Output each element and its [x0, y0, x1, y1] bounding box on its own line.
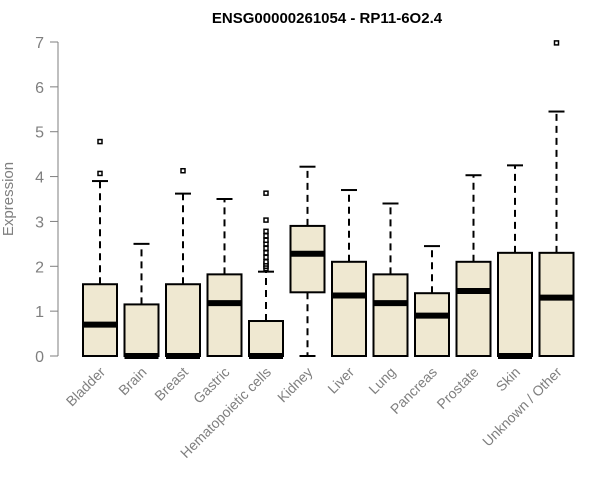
y-tick-label: 4	[35, 170, 44, 187]
box-group	[248, 190, 284, 359]
outlier-point	[263, 245, 269, 252]
box-iqr	[206, 273, 243, 357]
box-iqr	[289, 224, 326, 294]
chart-title: ENSG00000261054 - RP11-6O2.4	[212, 10, 443, 27]
category-label: Skin	[493, 364, 524, 395]
category-label: Lung	[365, 364, 398, 397]
box-iqr	[372, 273, 409, 357]
category-label: Unknown / Other	[479, 364, 565, 450]
y-tick-label: 0	[35, 349, 44, 366]
box-group	[165, 167, 201, 359]
box-group	[331, 189, 367, 357]
box-iqr	[414, 292, 450, 358]
box-group	[455, 174, 492, 357]
outlier-point	[553, 40, 560, 46]
outlier-point	[263, 237, 269, 244]
box-iqr	[455, 260, 492, 357]
outlier-point	[97, 138, 103, 145]
box-group	[372, 202, 409, 357]
box-group	[289, 165, 326, 357]
box-group	[414, 245, 450, 358]
y-axis-ticks: 0 1 2 3 4 5 6 7	[35, 35, 58, 366]
box-iqr	[165, 283, 201, 358]
outlier-point	[180, 167, 186, 174]
box-group	[538, 40, 575, 357]
outlier-point	[263, 250, 269, 256]
box-group	[206, 198, 243, 357]
outlier-point	[263, 254, 269, 261]
y-axis-title: Expression	[0, 162, 17, 236]
box-group	[497, 164, 533, 359]
box-iqr	[538, 251, 575, 357]
box-iqr	[248, 320, 284, 357]
boxes-layer	[82, 40, 575, 359]
box-group	[123, 242, 160, 359]
outlier-point	[263, 190, 269, 196]
box-iqr	[82, 283, 118, 358]
outlier-point	[97, 170, 103, 177]
y-tick-label: 1	[35, 304, 44, 321]
outlier-point	[263, 228, 269, 235]
category-label: Liver	[324, 364, 357, 397]
box-iqr	[123, 303, 160, 357]
y-tick-label: 7	[35, 35, 44, 52]
category-label: Brain	[115, 364, 149, 398]
box-group	[82, 138, 118, 358]
outlier-point	[263, 217, 269, 223]
category-label: Bladder	[63, 364, 109, 410]
box-iqr	[497, 251, 533, 357]
category-label: Kidney	[274, 364, 316, 406]
outlier-point	[263, 259, 269, 265]
category-label: Breast	[151, 364, 191, 404]
category-label: Prostate	[433, 364, 481, 412]
y-tick-label: 6	[35, 80, 44, 97]
y-tick-label: 3	[35, 214, 44, 231]
y-tick-label: 2	[35, 259, 44, 276]
box-iqr	[331, 260, 367, 357]
outlier-point	[263, 233, 269, 239]
y-tick-label: 5	[35, 125, 44, 142]
